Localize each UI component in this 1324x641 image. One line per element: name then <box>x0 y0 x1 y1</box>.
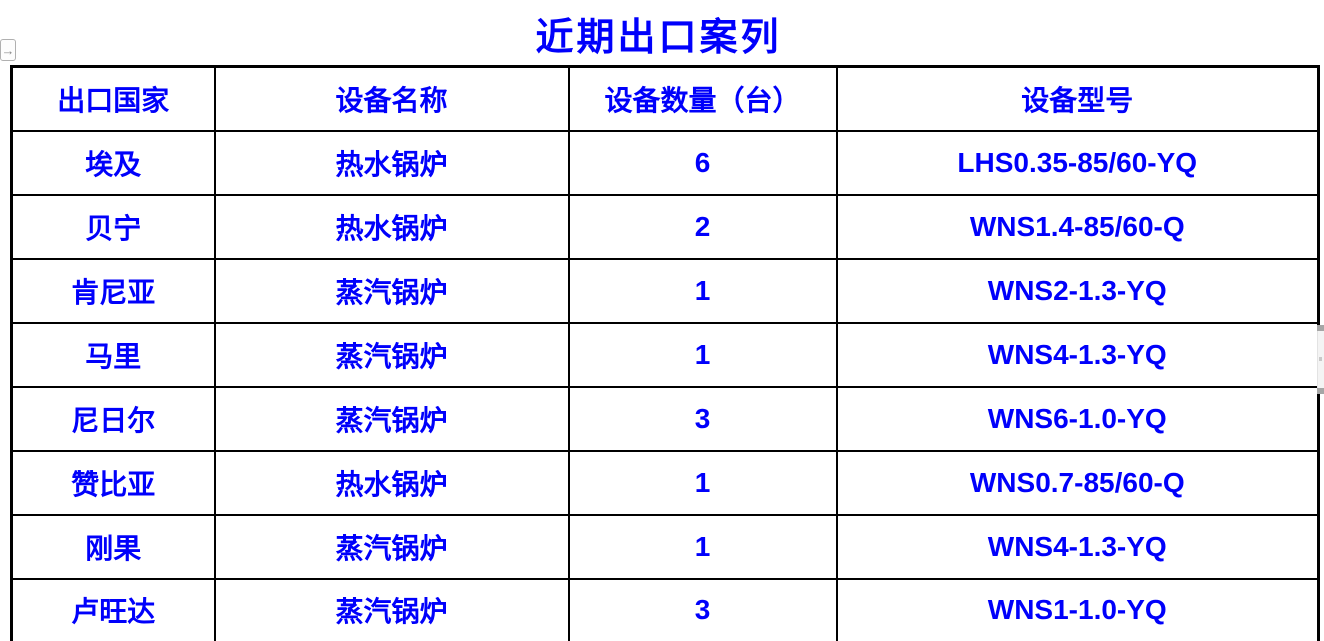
column-header-qty: 设备数量（台） <box>567 65 838 132</box>
column-header-model: 设备型号 <box>835 65 1320 132</box>
page-title: 近期出口案列 <box>535 17 782 59</box>
cell-model: WNS4-1.3-YQ <box>835 321 1320 388</box>
cell-qty: 1 <box>567 513 838 580</box>
cell-device: 蒸汽锅炉 <box>213 577 570 641</box>
cell-device: 蒸汽锅炉 <box>213 385 570 452</box>
cell-device: 蒸汽锅炉 <box>213 513 570 580</box>
cell-country: 马里 <box>10 321 216 388</box>
vertical-scrollbar[interactable] <box>1317 325 1324 394</box>
cell-model: WNS4-1.3-YQ <box>835 513 1320 580</box>
table-row: 马里 蒸汽锅炉 1 WNS4-1.3-YQ <box>10 321 1320 388</box>
cell-qty: 3 <box>567 385 838 452</box>
table-row: 尼日尔 蒸汽锅炉 3 WNS6-1.0-YQ <box>10 385 1320 452</box>
cell-qty: 2 <box>567 193 838 260</box>
cell-model: WNS0.7-85/60-Q <box>835 449 1320 516</box>
arrow-right-icon: → <box>1 43 15 58</box>
scroll-right-button[interactable]: → <box>0 39 16 61</box>
column-header-country: 出口国家 <box>10 65 216 132</box>
table-row: 肯尼亚 蒸汽锅炉 1 WNS2-1.3-YQ <box>10 257 1320 324</box>
table-row: 刚果 蒸汽锅炉 1 WNS4-1.3-YQ <box>10 513 1320 580</box>
cell-country: 埃及 <box>10 129 216 196</box>
table-row: 埃及 热水锅炉 6 LHS0.35-85/60-YQ <box>10 129 1320 196</box>
cell-country: 卢旺达 <box>10 577 216 641</box>
cell-country: 赞比亚 <box>10 449 216 516</box>
scrollbar-top-cap[interactable] <box>1317 325 1324 331</box>
cell-qty: 1 <box>567 257 838 324</box>
cell-model: WNS1.4-85/60-Q <box>835 193 1320 260</box>
cell-country: 贝宁 <box>10 193 216 260</box>
cell-device: 蒸汽锅炉 <box>213 257 570 324</box>
table-body: 埃及 热水锅炉 6 LHS0.35-85/60-YQ 贝宁 热水锅炉 2 WNS… <box>10 129 1320 641</box>
cell-device: 热水锅炉 <box>213 449 570 516</box>
cell-country: 尼日尔 <box>10 385 216 452</box>
cell-country: 刚果 <box>10 513 216 580</box>
scrollbar-track[interactable] <box>1317 331 1324 388</box>
cell-qty: 6 <box>567 129 838 196</box>
cell-qty: 1 <box>567 449 838 516</box>
table-row: 贝宁 热水锅炉 2 WNS1.4-85/60-Q <box>10 193 1320 260</box>
cell-device: 热水锅炉 <box>213 193 570 260</box>
table-row: 赞比亚 热水锅炉 1 WNS0.7-85/60-Q <box>10 449 1320 516</box>
table-header-row: 出口国家 设备名称 设备数量（台） 设备型号 <box>10 65 1320 132</box>
export-cases-table: 出口国家 设备名称 设备数量（台） 设备型号 埃及 热水锅炉 6 LHS0.35… <box>10 65 1320 641</box>
column-header-device: 设备名称 <box>213 65 570 132</box>
scrollbar-bottom-cap[interactable] <box>1317 388 1324 394</box>
table-row: 卢旺达 蒸汽锅炉 3 WNS1-1.0-YQ <box>10 577 1320 641</box>
cell-model: WNS6-1.0-YQ <box>835 385 1320 452</box>
cell-device: 蒸汽锅炉 <box>213 321 570 388</box>
cell-qty: 3 <box>567 577 838 641</box>
cell-model: WNS1-1.0-YQ <box>835 577 1320 641</box>
cell-model: WNS2-1.3-YQ <box>835 257 1320 324</box>
cell-country: 肯尼亚 <box>10 257 216 324</box>
cell-qty: 1 <box>567 321 838 388</box>
cell-model: LHS0.35-85/60-YQ <box>835 129 1320 196</box>
cell-device: 热水锅炉 <box>213 129 570 196</box>
scrollbar-thumb[interactable] <box>1319 357 1322 361</box>
